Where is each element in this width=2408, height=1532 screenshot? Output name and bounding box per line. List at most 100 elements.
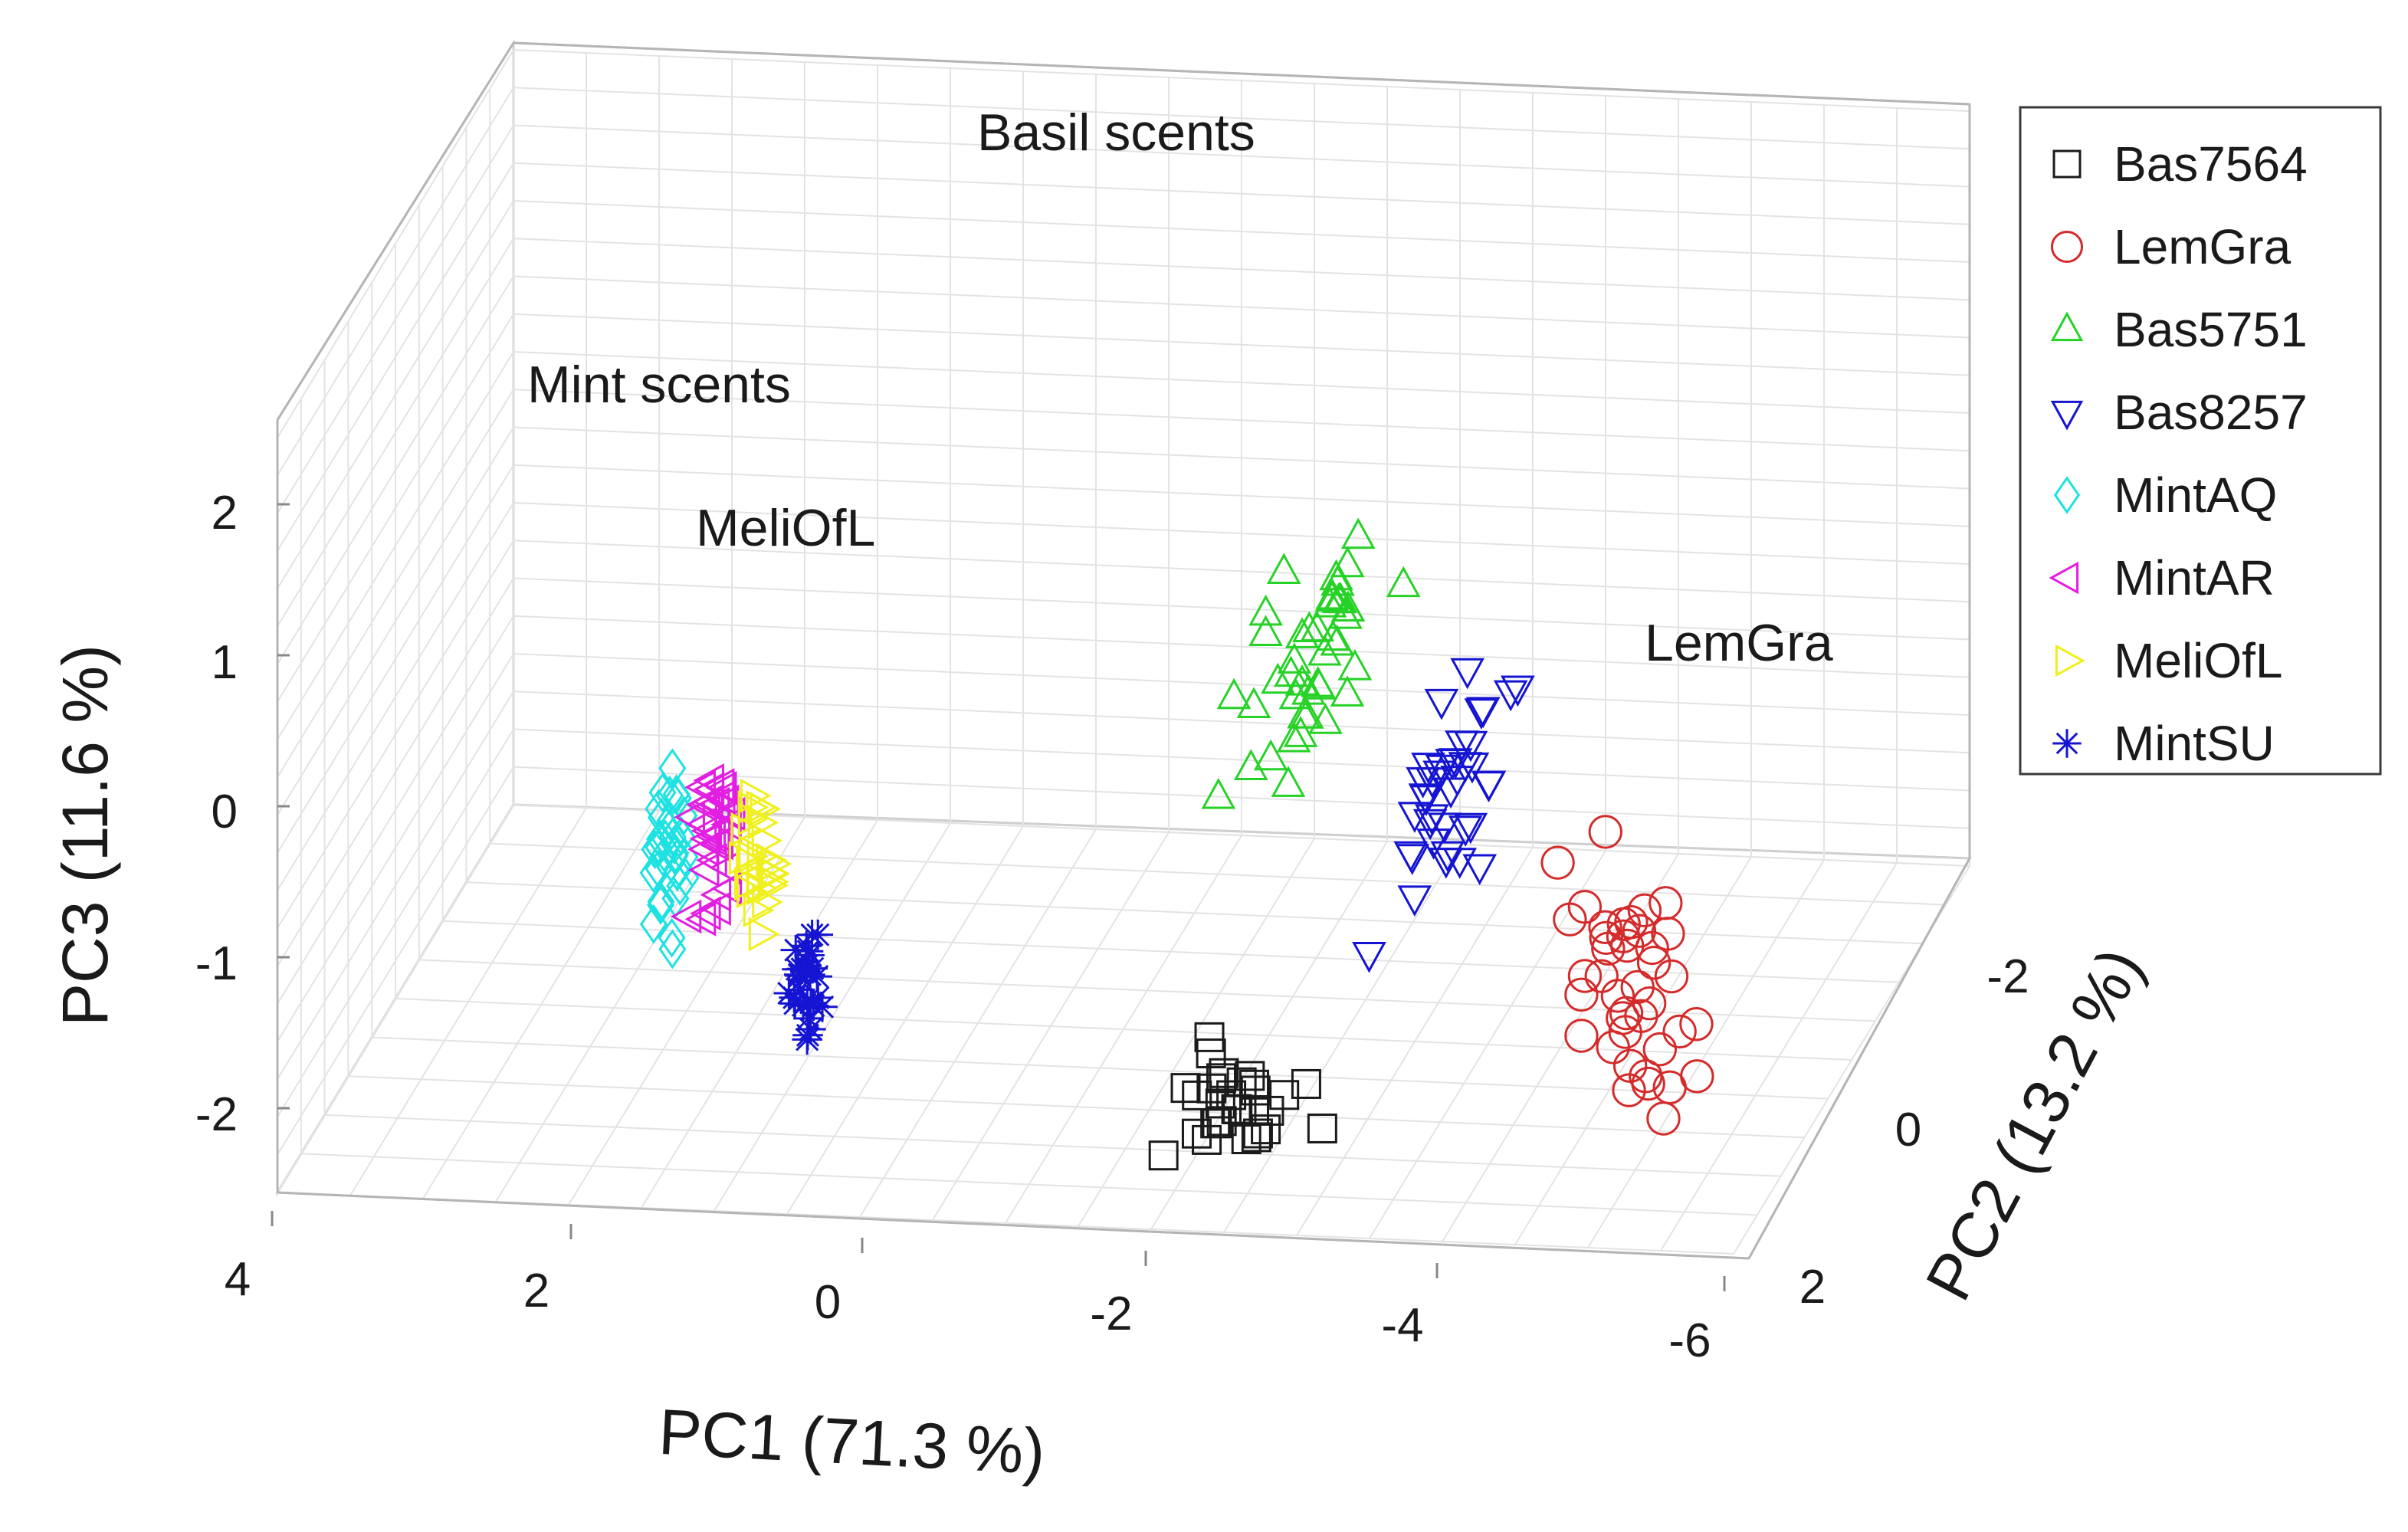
grid-line xyxy=(513,426,1970,490)
data-point xyxy=(1589,920,1623,955)
data-point xyxy=(789,955,821,986)
annotation-mint-scents: Mint scents xyxy=(527,356,791,414)
data-point xyxy=(1239,1069,1270,1100)
data-point xyxy=(1427,812,1462,844)
data-point xyxy=(1679,1007,1714,1042)
legend: Bas7564 LemGra Bas5751 Bas8257 MintAQ Mi… xyxy=(2019,106,2382,776)
data-point xyxy=(705,770,737,805)
data-point xyxy=(1662,1014,1697,1049)
data-point xyxy=(645,827,673,868)
data-point xyxy=(773,978,805,1009)
data-point xyxy=(685,807,717,841)
data-point xyxy=(641,829,669,870)
grid-line xyxy=(277,653,514,1042)
data-point xyxy=(1284,617,1320,648)
data-point xyxy=(661,833,690,874)
grid-line xyxy=(513,615,1970,678)
data-point xyxy=(1540,845,1575,880)
annotation-meliofl: MeliOfL xyxy=(696,499,875,557)
data-point xyxy=(1462,854,1498,886)
data-point xyxy=(734,866,766,901)
data-point xyxy=(686,787,717,822)
grid-line xyxy=(513,49,1970,112)
data-point xyxy=(1455,752,1490,784)
data-point xyxy=(1493,680,1528,712)
legend-label: Bas8257 xyxy=(2114,385,2308,440)
data-point xyxy=(791,930,822,961)
data-point xyxy=(710,807,742,842)
data-point xyxy=(1652,1070,1687,1105)
data-point xyxy=(687,852,720,887)
data-point xyxy=(1430,841,1465,873)
data-point xyxy=(658,748,687,789)
x-tick-label: 2 xyxy=(523,1265,550,1317)
data-point xyxy=(1636,946,1671,980)
grid-line xyxy=(513,313,1970,376)
data-point xyxy=(1465,697,1501,729)
data-point xyxy=(1277,642,1312,674)
legend-label: MintAQ xyxy=(2114,467,2277,523)
grid-line xyxy=(513,124,1970,188)
grid-line xyxy=(277,766,514,1156)
data-points xyxy=(639,517,1714,1171)
grid-line xyxy=(513,577,1970,641)
data-point xyxy=(748,917,780,952)
data-point xyxy=(1201,777,1236,809)
grid-line xyxy=(277,313,514,703)
grid-line xyxy=(513,162,1970,225)
data-point xyxy=(1340,517,1376,549)
data-point xyxy=(1631,1066,1665,1101)
grid-line xyxy=(277,464,514,854)
data-point xyxy=(792,936,824,967)
box-edge xyxy=(277,1191,1750,1260)
grid-line xyxy=(372,1036,1829,1100)
data-point xyxy=(796,919,828,950)
grid-line xyxy=(277,691,514,1080)
grid-line xyxy=(513,540,1970,603)
z-tick-labels: 2 1 0 -1 -2 xyxy=(195,487,238,1141)
data-point xyxy=(1292,611,1327,642)
grid-line xyxy=(513,275,1970,339)
data-point xyxy=(639,852,668,893)
legend-marker-Bas8257 xyxy=(2050,400,2084,431)
data-point xyxy=(662,850,691,891)
grid-line xyxy=(513,389,1970,452)
legend-label: Bas5751 xyxy=(2114,302,2308,357)
data-point xyxy=(1233,749,1268,780)
series-Bas7564 xyxy=(1148,1022,1337,1171)
data-point xyxy=(1283,716,1318,747)
data-point xyxy=(1588,815,1622,849)
data-point xyxy=(751,823,783,858)
data-point xyxy=(1192,1124,1222,1155)
y-tick-label: 0 xyxy=(1895,1104,1921,1156)
data-point xyxy=(1253,739,1288,771)
data-point xyxy=(752,884,783,920)
y-tick-label: 2 xyxy=(1799,1261,1826,1314)
data-point xyxy=(792,1019,823,1051)
x-tick-labels: 4 2 0 -2 -4 -6 xyxy=(225,1253,1711,1367)
data-point xyxy=(639,904,668,944)
data-point xyxy=(1654,959,1689,994)
data-point xyxy=(1553,902,1587,937)
z-tick-label: 2 xyxy=(212,487,238,540)
grid-line xyxy=(277,577,514,967)
data-point xyxy=(662,774,691,815)
annotation-lemgra: LemGra xyxy=(1645,614,1833,672)
series-LemGra xyxy=(1540,815,1714,1136)
grid-line xyxy=(513,766,1970,829)
series-MintSU xyxy=(773,919,838,1055)
x-tick-label: 0 xyxy=(815,1276,841,1329)
data-point xyxy=(1308,703,1343,734)
series-MeliOfL xyxy=(728,778,792,952)
grid-line xyxy=(513,238,1970,301)
annotation-basil-scents: Basil scents xyxy=(977,103,1255,162)
data-point xyxy=(1235,1061,1265,1091)
data-point xyxy=(1170,1073,1201,1104)
data-point xyxy=(1609,996,1644,1031)
data-point xyxy=(1205,1088,1235,1119)
data-point xyxy=(684,769,716,805)
data-point xyxy=(1291,1068,1321,1099)
data-point xyxy=(1261,662,1295,694)
grid-line xyxy=(277,238,514,627)
